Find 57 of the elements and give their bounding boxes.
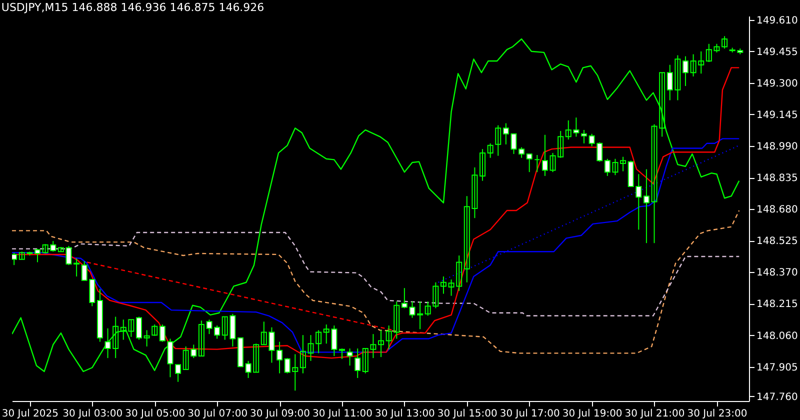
candlestick [159, 324, 166, 342]
y-tick-label: 148.835 [756, 173, 798, 184]
candlestick [534, 154, 540, 173]
candlestick [480, 148, 486, 182]
candlestick [300, 334, 306, 374]
candlestick [338, 348, 345, 360]
y-tick-label: 149.300 [756, 78, 798, 90]
line-series [12, 210, 740, 354]
x-tick-label: 30 Jul 2025 [2, 408, 58, 420]
x-tick-label: 30 Jul 07:00 [188, 408, 248, 420]
chart-title: USDJPY,M15 146.888 146.936 146.875 146.926 [1, 0, 264, 14]
y-tick-label: 148.525 [756, 236, 798, 248]
y-tick-label: 149.145 [756, 110, 798, 121]
y-tick-label: 148.215 [756, 299, 798, 310]
candlestick [346, 348, 353, 366]
y-tick-label: 149.455 [756, 46, 798, 58]
y-tick-label: 148.990 [756, 142, 798, 153]
candlestick [74, 258, 80, 277]
candlestick [417, 300, 424, 330]
candlestick [276, 341, 283, 374]
line-series [12, 232, 740, 316]
candlestick [136, 316, 142, 340]
candlestick [12, 252, 18, 266]
x-tick-label: 30 Jul 11:00 [312, 408, 372, 420]
y-tick-label: 149.610 [756, 15, 798, 26]
x-tick-label: 30 Jul 17:00 [500, 408, 560, 420]
y-tick-label: 148.370 [756, 268, 798, 279]
x-tick-label: 30 Jul 15:00 [437, 408, 498, 420]
candlestick [440, 276, 446, 294]
y-tick-label: 147.905 [756, 362, 798, 374]
candlestick [152, 324, 158, 336]
y-tick-label: 148.680 [756, 204, 798, 216]
candlestick [722, 36, 728, 50]
x-tick-label: 30 Jul 13:00 [374, 408, 435, 420]
x-tick-label: 30 Jul 05:00 [125, 408, 186, 420]
candlestick [581, 129, 588, 144]
x-tick-label: 30 Jul 23:00 [687, 408, 748, 420]
x-tick-label: 30 Jul 03:00 [62, 408, 123, 420]
candlestick [542, 134, 548, 176]
x-tick-label: 30 Jul 19:00 [562, 408, 622, 420]
candlestick [378, 330, 384, 358]
candlestick [354, 348, 361, 379]
candlestick [144, 330, 150, 347]
candlestick [495, 124, 502, 156]
candlestick [175, 364, 182, 382]
candlestick [487, 142, 494, 158]
candlestick [643, 168, 650, 244]
candlestick [526, 153, 532, 173]
y-tick-label: 148.060 [756, 330, 798, 342]
candlestick [198, 320, 204, 357]
candlestick [620, 156, 626, 172]
candlestick [34, 248, 41, 263]
candlestick [682, 56, 688, 86]
y-tick-label: 147.760 [756, 392, 798, 403]
x-tick-label: 30 Jul 21:00 [624, 408, 685, 420]
candlestick [518, 146, 525, 158]
x-tick-label: 30 Jul 09:00 [250, 408, 310, 420]
